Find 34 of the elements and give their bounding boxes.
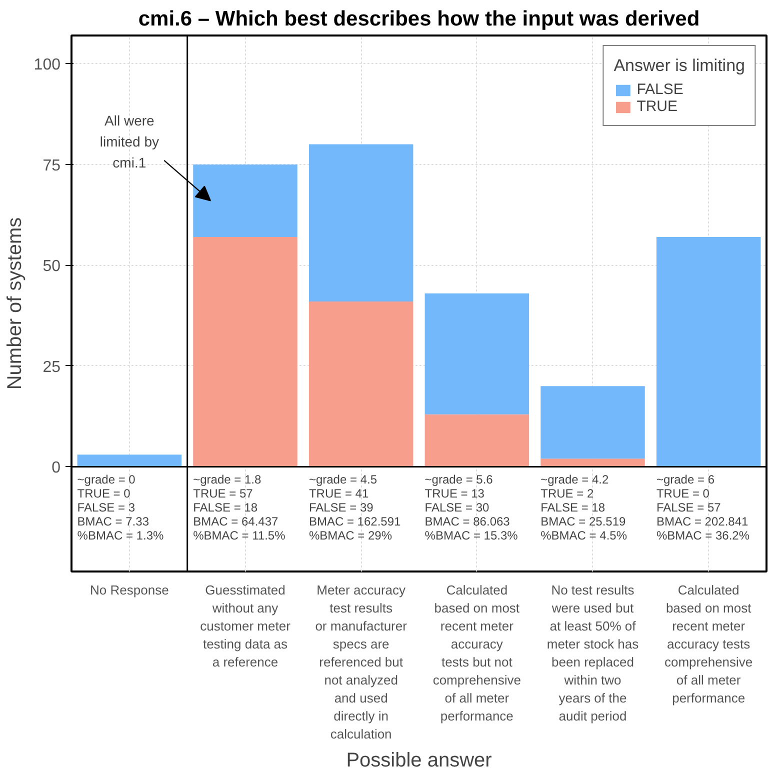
y-tick-label: 75 [42, 157, 61, 174]
y-tick-label: 50 [42, 258, 61, 276]
chart-title: cmi.6 – Which best describes how the input was derived [138, 8, 700, 30]
annotation: ~grade = 1.8 TRUE = 57 FALSE = 18 BMAC = 64.437 %BMAC = 11.5% [193, 472, 286, 543]
y-tick-label: 100 [34, 56, 61, 74]
annotation: ~grade = 4.2 TRUE = 2 FALSE = 18 BMAC = 25.519 %BMAC = 4.5% [540, 472, 628, 543]
annotation: All were limited by cmi.1 [100, 112, 159, 170]
legend-label: TRUE [636, 98, 678, 115]
annotation: ~grade = 6 TRUE = 0 FALSE = 57 BMAC = 202.841 %BMAC = 36.2% [656, 472, 750, 543]
annotation: ~grade = 5.6 TRUE = 13 FALSE = 30 BMAC = 86.063 %BMAC = 15.3% [424, 472, 518, 543]
legend-label: FALSE [636, 81, 684, 98]
bar [424, 414, 530, 467]
bar [308, 144, 414, 302]
y-tick-label: 0 [52, 460, 61, 477]
y-axis-title: Number of systems [4, 217, 26, 390]
bar [540, 386, 645, 459]
y-tick-label: 25 [42, 358, 61, 376]
bar [656, 237, 761, 467]
bar [193, 164, 298, 238]
x-tick-label: No test results were used but at least 50% of meter stock has been replaced within two years of the audit period [546, 582, 640, 724]
bar [77, 454, 182, 467]
bar [193, 237, 298, 467]
annotation: ~grade = 0 TRUE = 0 FALSE = 3 BMAC = 7.33 %BMAC = 1.3% [77, 472, 164, 543]
x-tick-label: Guesstimated without any customer meter testing data as a reference [200, 582, 292, 670]
category-label: Meter accuracy test results or manufacturer specs are referenced but not analyzed and used directly in calculation [315, 582, 407, 742]
x-tick-label: Calculated based on most recent meter accuracy tests but not comprehensive of all meter performance [432, 582, 521, 724]
bar [540, 458, 645, 467]
bar [308, 301, 414, 467]
x-tick-label: Calculated based on most recent meter accuracy tests comprehensive of all meter performance [664, 582, 753, 706]
annotation: ~grade = 4.5 TRUE = 41 FALSE = 39 BMAC = 162.591 %BMAC = 29% [308, 472, 402, 543]
legend-title: Answer is limiting [614, 56, 745, 76]
x-tick-label: No Response [90, 582, 169, 598]
x-axis-title: Possible answer [346, 750, 492, 772]
bar [424, 293, 530, 414]
